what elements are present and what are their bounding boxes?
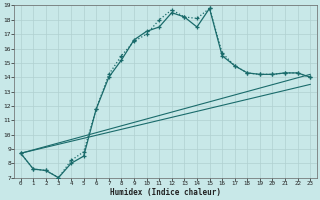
X-axis label: Humidex (Indice chaleur): Humidex (Indice chaleur) — [110, 188, 221, 197]
